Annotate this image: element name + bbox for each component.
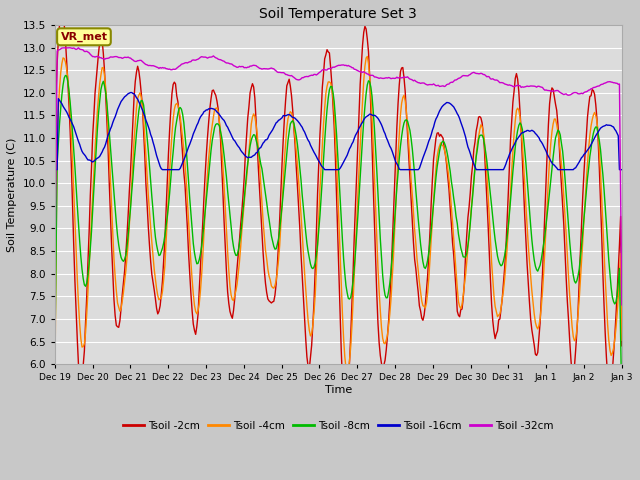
Tsoil -8cm <box>369 108 377 114</box>
Tsoil -4cm <box>469 191 477 196</box>
Tsoil -16cm <box>618 167 626 172</box>
Tsoil -16cm <box>369 113 377 119</box>
Tsoil -8cm <box>291 126 299 132</box>
Tsoil -4cm <box>364 54 371 60</box>
Tsoil -4cm <box>51 394 59 400</box>
Line: Tsoil -2cm: Tsoil -2cm <box>55 13 622 409</box>
Line: Tsoil -4cm: Tsoil -4cm <box>55 57 622 397</box>
Tsoil -8cm <box>61 72 69 78</box>
Tsoil -16cm <box>228 134 236 140</box>
Tsoil -8cm <box>51 362 59 368</box>
Tsoil -2cm <box>291 142 299 147</box>
Tsoil -2cm <box>398 65 406 71</box>
Title: Soil Temperature Set 3: Soil Temperature Set 3 <box>259 7 417 21</box>
Line: Tsoil -8cm: Tsoil -8cm <box>55 75 622 405</box>
Tsoil -16cm <box>127 90 134 96</box>
Tsoil -2cm <box>568 372 576 377</box>
Tsoil -32cm <box>228 61 236 67</box>
Tsoil -32cm <box>469 70 477 76</box>
Tsoil -2cm <box>228 315 236 321</box>
Tsoil -4cm <box>227 292 235 298</box>
Tsoil -4cm <box>397 112 404 118</box>
Tsoil -32cm <box>51 283 59 288</box>
Tsoil -4cm <box>618 337 626 343</box>
Tsoil -4cm <box>290 123 298 129</box>
Tsoil -32cm <box>618 302 626 308</box>
Tsoil -2cm <box>342 407 350 412</box>
Tsoil -32cm <box>397 75 404 81</box>
Tsoil -16cm <box>51 167 59 172</box>
X-axis label: Time: Time <box>324 385 352 395</box>
Tsoil -2cm <box>51 282 59 288</box>
Y-axis label: Soil Temperature (C): Soil Temperature (C) <box>7 137 17 252</box>
Tsoil -16cm <box>567 167 575 172</box>
Tsoil -32cm <box>567 92 575 97</box>
Tsoil -4cm <box>369 142 377 147</box>
Tsoil -16cm <box>469 158 477 164</box>
Tsoil -4cm <box>567 309 575 315</box>
Legend: Tsoil -2cm, Tsoil -4cm, Tsoil -8cm, Tsoil -16cm, Tsoil -32cm: Tsoil -2cm, Tsoil -4cm, Tsoil -8cm, Tsoi… <box>118 417 558 435</box>
Tsoil -2cm <box>371 219 378 225</box>
Tsoil -2cm <box>618 343 626 348</box>
Tsoil -8cm <box>397 144 404 149</box>
Tsoil -16cm <box>291 115 299 121</box>
Tsoil -32cm <box>75 45 83 51</box>
Tsoil -8cm <box>228 236 236 242</box>
Tsoil -32cm <box>291 75 299 81</box>
Tsoil -32cm <box>369 72 377 78</box>
Tsoil -8cm <box>469 193 477 199</box>
Tsoil -2cm <box>58 11 66 16</box>
Line: Tsoil -32cm: Tsoil -32cm <box>55 48 622 305</box>
Tsoil -2cm <box>470 147 477 153</box>
Tsoil -8cm <box>618 402 626 408</box>
Line: Tsoil -16cm: Tsoil -16cm <box>55 93 622 169</box>
Tsoil -8cm <box>567 252 575 258</box>
Text: VR_met: VR_met <box>60 32 108 42</box>
Tsoil -16cm <box>397 167 404 172</box>
